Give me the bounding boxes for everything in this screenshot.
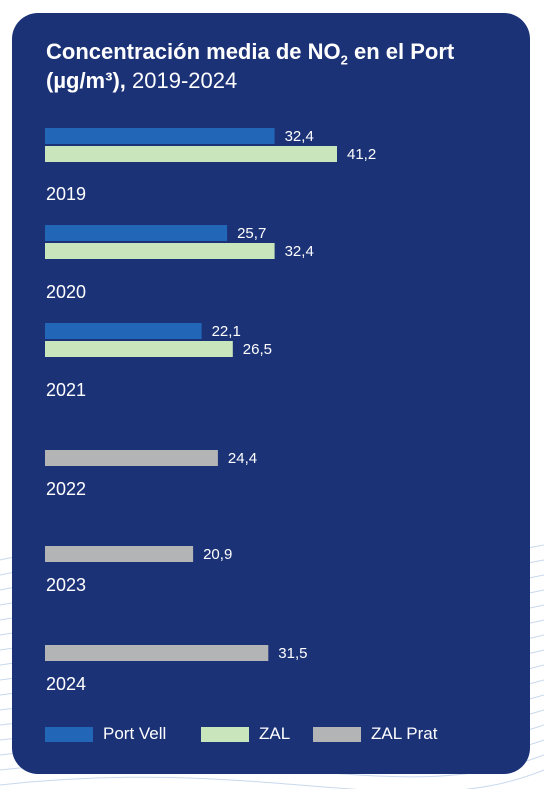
data-label-port-vell-2021: 22,1 bbox=[212, 323, 241, 340]
bar-zal-2021 bbox=[45, 341, 233, 357]
data-label-zal-prat-2023: 20,9 bbox=[203, 546, 232, 563]
category-label-2022: 2022 bbox=[46, 479, 86, 499]
legend-swatch-zal-prat bbox=[313, 727, 361, 742]
bar-zal-prat-2022 bbox=[45, 450, 218, 466]
category-label-2023: 2023 bbox=[46, 575, 86, 595]
data-label-port-vell-2019: 32,4 bbox=[285, 128, 314, 145]
chart-legend: Port Vell ZAL ZAL Prat bbox=[45, 723, 515, 745]
legend-swatch-zal bbox=[201, 727, 249, 742]
bar-port-vell-2019 bbox=[45, 128, 275, 144]
bar-port-vell-2020 bbox=[45, 225, 228, 241]
data-label-zal-prat-2022: 24,4 bbox=[228, 450, 257, 467]
bar-zal-prat-2024 bbox=[45, 645, 269, 661]
title-main: Concentración media de NO bbox=[46, 39, 341, 64]
category-label-2019: 2019 bbox=[46, 184, 86, 204]
bar-port-vell-2021 bbox=[45, 323, 202, 339]
bar-zal-prat-2023 bbox=[45, 546, 194, 562]
bar-chart: 32,4 41,2 2019 25,7 32,4 2020 22,126,5 2021 24,4… bbox=[45, 128, 376, 694]
bar-zal-2020 bbox=[45, 243, 275, 259]
data-label-port-vell-2020: 25,7 bbox=[237, 225, 266, 242]
title-after: en el Port (µg/m³), bbox=[46, 39, 455, 93]
legend-swatch-port-vell bbox=[45, 727, 93, 742]
legend-label-zal-prat: ZAL Prat bbox=[371, 724, 438, 743]
legend-label-zal: ZAL bbox=[259, 724, 291, 743]
category-label-2024: 2024 bbox=[46, 674, 86, 694]
legend-label-port-vell: Port Vell bbox=[103, 724, 167, 743]
category-label-2020: 2020 bbox=[46, 282, 86, 302]
data-label-zal-2020: 32,4 bbox=[285, 243, 314, 260]
chart-title: Concentración media de NO2 en el Port (µ… bbox=[46, 37, 516, 95]
data-label-zal-2021: 26,5 bbox=[243, 341, 272, 358]
chart-card: Concentración media de NO2 en el Port (µ… bbox=[12, 13, 530, 774]
data-label-zal-prat-2024: 31,5 bbox=[278, 645, 307, 662]
bar-zal-2019 bbox=[45, 146, 337, 162]
data-label-zal-2019: 41,2 bbox=[347, 146, 376, 163]
title-years: 2019-2024 bbox=[125, 68, 238, 93]
category-label-2021: 2021 bbox=[46, 380, 86, 400]
title-subscript: 2 bbox=[340, 52, 348, 68]
